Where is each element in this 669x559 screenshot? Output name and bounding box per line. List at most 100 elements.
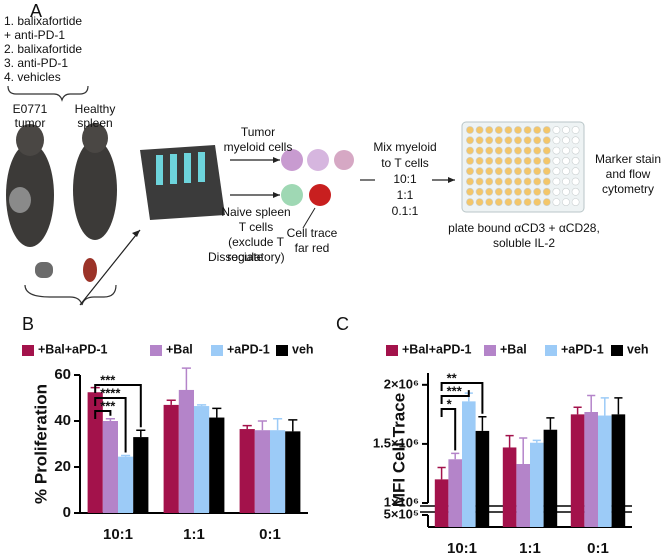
error-bar	[242, 424, 252, 430]
error-bar	[257, 420, 267, 431]
bar	[462, 401, 476, 527]
bar	[133, 437, 149, 513]
well	[533, 136, 542, 145]
error-bar	[197, 404, 207, 407]
charts: B% Proliferation+Bal+aPD-1 +Bal +aPD-1 veh0…	[22, 314, 649, 557]
well	[552, 146, 561, 155]
mix: 1:1	[397, 188, 414, 202]
bar	[239, 429, 255, 513]
well	[552, 198, 561, 206]
x-tick-label: 0:1	[587, 540, 609, 557]
well	[504, 198, 513, 206]
well	[552, 156, 561, 165]
x-tick-label: 0:1	[259, 526, 281, 543]
well	[542, 156, 551, 165]
well	[514, 156, 522, 165]
significance-label: ***	[100, 372, 116, 387]
well	[504, 126, 513, 134]
plate: soluble IL-2	[493, 236, 555, 250]
mouse-head	[82, 123, 108, 153]
well	[562, 177, 570, 186]
error-bar	[600, 397, 609, 416]
y-tick-label: 1.5×10⁶	[373, 435, 419, 450]
well	[514, 198, 522, 206]
well	[475, 146, 484, 155]
well	[542, 167, 551, 176]
arrowhead	[132, 230, 140, 237]
bar	[87, 392, 103, 513]
tumor-tissue	[35, 262, 53, 278]
plate: plate bound αCD3 + αCD28,	[448, 221, 600, 235]
legend-label: +Bal	[166, 342, 193, 356]
well	[562, 146, 570, 155]
mouse	[73, 140, 117, 240]
well	[552, 126, 561, 134]
bar	[102, 421, 118, 513]
bar	[194, 406, 210, 513]
treatments: 3. anti-PD-1	[4, 56, 68, 70]
error-bar	[451, 452, 460, 460]
well	[494, 156, 503, 165]
bar	[570, 414, 585, 527]
well	[475, 198, 484, 206]
panel-label: B	[22, 314, 34, 334]
well	[562, 136, 570, 145]
error-bar	[166, 399, 176, 405]
legend-label: +Bal+aPD-1	[402, 342, 472, 356]
brace	[24, 284, 117, 306]
y-axis-title: % Proliferation	[31, 384, 50, 504]
well	[485, 146, 494, 155]
well	[542, 198, 551, 206]
error-bar	[478, 415, 487, 431]
significance-label: *	[447, 396, 453, 411]
y-axis-title: MFI Cell Trace	[389, 393, 408, 507]
mouse-head	[16, 124, 44, 156]
well	[485, 136, 494, 145]
well	[494, 136, 503, 145]
y-tick-label: 5×10⁵	[384, 506, 419, 521]
well	[494, 146, 503, 155]
legend-label: +Bal	[500, 342, 527, 356]
well	[504, 177, 513, 186]
significance-bracket	[94, 410, 112, 419]
mix: to T cells	[381, 156, 429, 170]
x-tick-label: 10:1	[447, 540, 477, 557]
well	[514, 177, 522, 186]
significance-bracket	[94, 397, 127, 453]
well	[485, 126, 494, 134]
bar	[530, 442, 544, 527]
treatments: 4. vehicles	[4, 70, 61, 84]
well	[533, 198, 542, 206]
tumor-label: E0771	[13, 102, 48, 116]
readout: cytometry	[602, 182, 654, 196]
well	[542, 187, 551, 196]
spleen-tissue	[83, 258, 97, 282]
tumor-label: tumor	[15, 116, 46, 130]
well	[466, 126, 474, 134]
well	[542, 146, 551, 155]
bar	[163, 404, 179, 513]
well	[571, 156, 580, 165]
well	[494, 126, 503, 134]
legend-swatch	[545, 345, 557, 356]
well	[485, 156, 494, 165]
bar	[448, 459, 462, 527]
t-cells: regulatory)	[227, 250, 284, 264]
significance-label: ***	[100, 398, 116, 413]
significance-label: ***	[447, 383, 463, 398]
bar	[270, 430, 286, 513]
well	[523, 177, 532, 186]
well	[523, 198, 532, 206]
well	[504, 187, 513, 196]
myeloid: myeloid cells	[224, 140, 293, 154]
well	[494, 167, 503, 176]
well	[571, 187, 580, 196]
well	[571, 198, 580, 206]
readout: and flow	[606, 167, 651, 181]
well	[571, 136, 580, 145]
well	[485, 167, 494, 176]
legend-swatch	[211, 345, 223, 356]
brace	[7, 85, 89, 102]
well	[523, 187, 532, 196]
